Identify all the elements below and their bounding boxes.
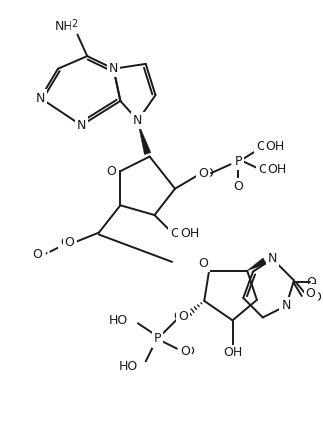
Text: 2: 2 xyxy=(72,19,78,29)
Text: P: P xyxy=(154,332,161,345)
Text: P: P xyxy=(234,155,242,168)
Text: N: N xyxy=(133,114,143,127)
Text: N: N xyxy=(133,114,143,127)
Text: O: O xyxy=(60,236,70,249)
Text: OH: OH xyxy=(170,227,190,240)
Text: Methoxy: Methoxy xyxy=(42,251,84,261)
Text: N: N xyxy=(281,299,291,312)
Text: O: O xyxy=(203,167,213,180)
Text: O: O xyxy=(173,310,183,323)
Polygon shape xyxy=(247,258,266,271)
Text: OH: OH xyxy=(256,140,275,153)
Text: OH: OH xyxy=(268,163,287,176)
Text: OH: OH xyxy=(268,163,287,176)
Text: O: O xyxy=(234,180,243,193)
Text: OH: OH xyxy=(266,140,285,153)
Text: N: N xyxy=(268,253,277,266)
Text: O: O xyxy=(306,286,316,299)
Text: 2: 2 xyxy=(72,19,78,29)
Text: O: O xyxy=(307,276,317,289)
Text: N: N xyxy=(36,92,45,105)
Text: OH: OH xyxy=(223,346,242,359)
Text: O: O xyxy=(234,180,243,193)
Text: OH: OH xyxy=(180,227,199,240)
Text: HO: HO xyxy=(119,360,138,373)
Text: HO: HO xyxy=(109,314,128,327)
Text: O: O xyxy=(308,282,318,295)
Polygon shape xyxy=(138,122,151,155)
Text: N: N xyxy=(36,92,45,105)
Text: OH: OH xyxy=(180,227,199,240)
Text: O: O xyxy=(60,236,70,249)
Text: N: N xyxy=(77,119,86,132)
Text: Methoxy: Methoxy xyxy=(42,252,78,260)
Text: N: N xyxy=(268,253,277,266)
Text: P: P xyxy=(154,332,161,345)
Text: N: N xyxy=(77,119,86,132)
Text: OH: OH xyxy=(266,140,285,153)
Text: NH: NH xyxy=(55,20,74,33)
Text: O: O xyxy=(107,164,117,178)
Text: O: O xyxy=(178,310,188,323)
Text: OH: OH xyxy=(223,346,242,359)
Text: O: O xyxy=(33,247,42,260)
Text: O: O xyxy=(180,345,190,358)
Text: O: O xyxy=(198,257,208,270)
Text: O: O xyxy=(65,236,75,249)
Text: HO: HO xyxy=(109,314,128,327)
Text: P: P xyxy=(234,155,242,168)
Text: N: N xyxy=(109,62,118,75)
Text: O: O xyxy=(198,257,208,270)
Text: HO: HO xyxy=(119,360,138,373)
Text: N: N xyxy=(109,62,118,75)
Text: P: P xyxy=(234,155,242,168)
Text: O: O xyxy=(198,167,208,180)
Text: O: O xyxy=(185,345,195,358)
Text: OH: OH xyxy=(258,163,277,176)
Text: P: P xyxy=(154,332,161,345)
Text: NH: NH xyxy=(55,20,74,33)
Text: O: O xyxy=(311,292,321,304)
Text: O: O xyxy=(107,164,117,178)
Text: N: N xyxy=(281,299,291,312)
Text: O: O xyxy=(234,180,243,193)
